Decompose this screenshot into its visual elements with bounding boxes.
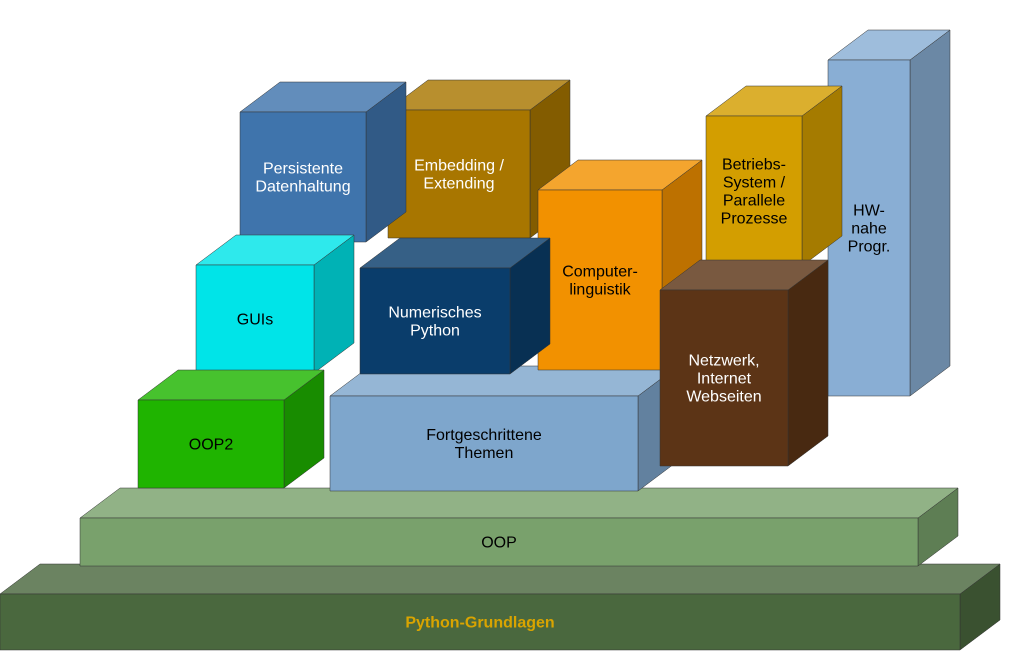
- block-persist: PersistenteDatenhaltung: [240, 82, 406, 242]
- block-label-complin: Computer-linguistik: [562, 263, 638, 298]
- block-label-embed: Embedding /Extending: [414, 157, 504, 192]
- block-label-betrieb: Betriebs-System /ParalleleProzesse: [721, 156, 788, 227]
- block-fortg: FortgeschritteneThemen: [330, 366, 678, 491]
- block-base: Python-Grundlagen: [0, 564, 1000, 650]
- block-label-oop: OOP: [481, 534, 517, 551]
- block-oop2: OOP2: [138, 370, 324, 488]
- block-netz: Netzwerk,InternetWebseiten: [660, 260, 828, 466]
- block-oop: OOP: [80, 488, 958, 566]
- block-label-netz: Netzwerk,InternetWebseiten: [686, 352, 761, 405]
- block-label-oop2: OOP2: [189, 436, 234, 453]
- block-label-base: Python-Grundlagen: [405, 614, 554, 631]
- block-label-guis: GUIs: [237, 311, 273, 328]
- block-label-hw: HW-naheProgr.: [848, 202, 891, 255]
- block-betrieb: Betriebs-System /ParalleleProzesse: [706, 86, 842, 266]
- python-topics-3d-diagram: Python-Grundlagen OOP HW-naheProgr. Fortges…: [0, 0, 1017, 652]
- block-numpy: NumerischesPython: [360, 238, 550, 374]
- block-hw: HW-naheProgr.: [828, 30, 950, 396]
- block-guis: GUIs: [196, 235, 354, 373]
- block-label-persist: PersistenteDatenhaltung: [255, 160, 350, 195]
